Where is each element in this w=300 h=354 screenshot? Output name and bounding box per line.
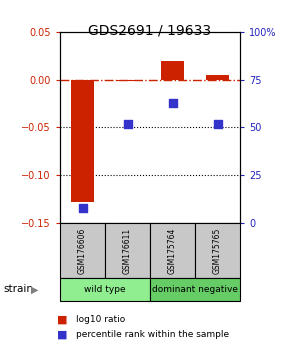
Text: ▶: ▶ [31, 284, 38, 295]
Text: strain: strain [3, 284, 33, 295]
Text: GDS2691 / 19633: GDS2691 / 19633 [88, 23, 212, 37]
Text: GSM175764: GSM175764 [168, 227, 177, 274]
Bar [105, 223, 150, 278]
Bar [60, 223, 105, 278]
Bar [60, 278, 150, 301]
Text: wild type: wild type [84, 285, 126, 294]
Text: GSM176606: GSM176606 [78, 227, 87, 274]
Text: ■: ■ [57, 315, 68, 325]
Bar [71, 80, 94, 202]
Bar [150, 223, 195, 278]
Bar [195, 223, 240, 278]
Point [125, 121, 130, 126]
Point [80, 205, 85, 211]
Text: ■: ■ [57, 330, 68, 339]
Point [215, 121, 220, 126]
Bar [161, 61, 184, 80]
Text: GSM176611: GSM176611 [123, 227, 132, 274]
Bar [116, 80, 139, 81]
Text: log10 ratio: log10 ratio [76, 315, 126, 324]
Point [170, 100, 175, 105]
Bar [150, 278, 240, 301]
Text: percentile rank within the sample: percentile rank within the sample [76, 330, 230, 339]
Bar [206, 75, 229, 80]
Text: GSM175765: GSM175765 [213, 227, 222, 274]
Text: dominant negative: dominant negative [152, 285, 238, 294]
